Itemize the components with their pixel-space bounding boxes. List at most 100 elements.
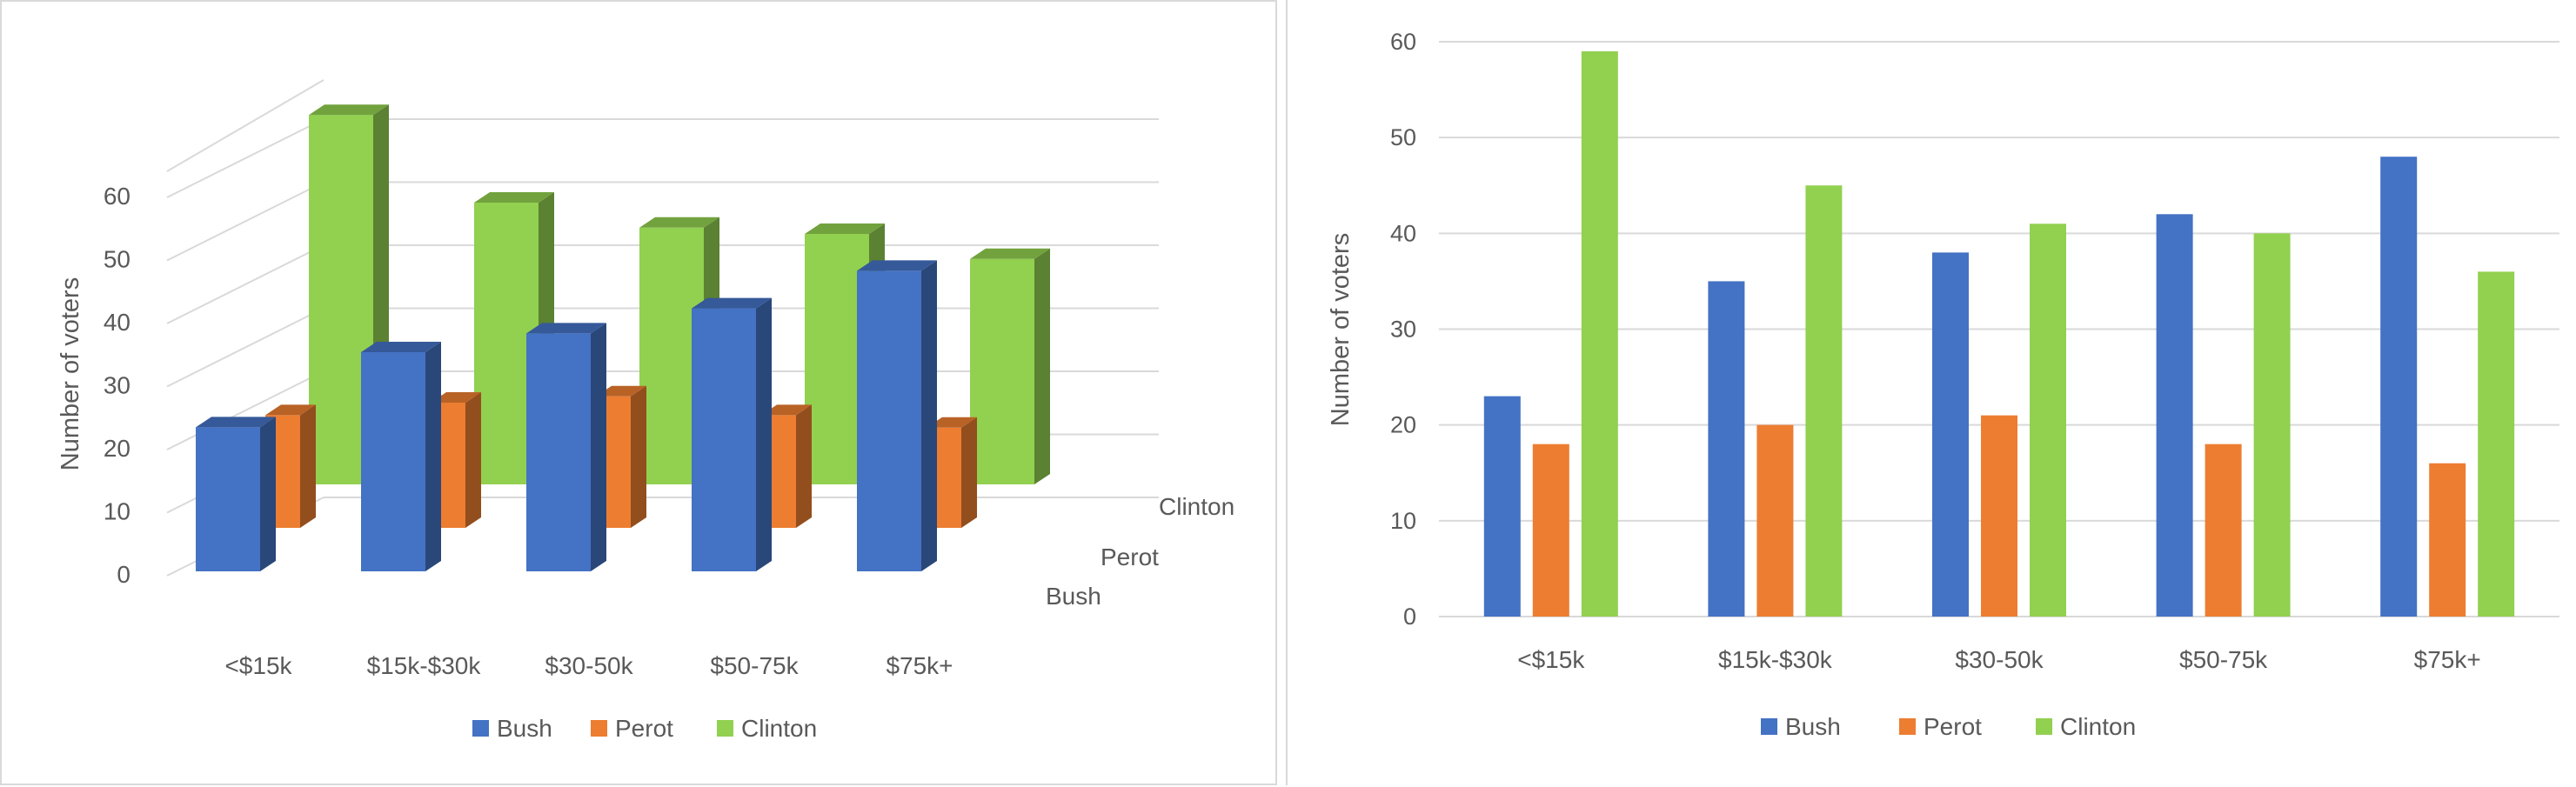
gridline-side [166,370,325,450]
y-tick-label: 30 [1390,317,1416,343]
bar-perot-50-75k [2205,444,2242,617]
depth-axis-label: Bush [1046,583,1101,610]
x-tick-label: <$15k [224,652,292,679]
legend-swatch-perot [1899,718,1916,735]
bar-bush-75k [2380,157,2418,617]
legend-label-perot: Perot [615,715,673,742]
chart-3d-panel: 0 10 20 30 40 50 60 Number of voters <$15k $15k-$… [0,0,1277,785]
y-tick-label: 0 [1403,604,1416,630]
legend-swatch-bush [1761,718,1777,735]
legend: Bush Perot Clinton [1761,713,2136,740]
bar-clinton-50-75k [2253,233,2291,617]
bar-top-face [639,217,719,228]
bar-clinton-15k [1581,51,1618,617]
bar-front-face [857,270,921,571]
bar-bush-50-75k [2156,214,2193,617]
x-tick-label: <$15k [1517,646,1585,673]
x-tick-label: $30-50k [1955,646,2044,673]
bar-clinton-15k-30k [1805,185,1843,617]
y-tick-label: 30 [104,372,130,399]
y-axis-title: Number of voters [57,277,84,470]
bar-top-face [431,392,481,403]
bar-side-face [260,417,276,571]
bar-clinton-30-50k [2030,223,2066,617]
bar-top-face [805,223,885,234]
legend-swatch-perot [591,720,607,737]
bar-side-face [465,392,481,528]
y-tick-label: 40 [104,309,130,336]
y-tick-label: 20 [104,435,130,462]
bar-clinton-75k [2478,271,2515,617]
bar-bush-15k-30k [361,342,441,571]
bar-perot-30-50k [1981,415,2017,617]
bar-side-face [961,417,977,528]
chart-3d-svg: 0 10 20 30 40 50 60 Number of voters <$15k $15k-$… [57,79,1234,742]
bar-top-face [970,248,1050,259]
bar-top-face [309,104,389,116]
legend: Bush Perot Clinton [472,715,817,742]
x-tick-label: $50-75k [710,652,799,679]
y-tick-label: 40 [1390,220,1416,246]
bar-top-face [596,385,646,397]
bar-top-face [692,297,772,309]
bar-side-face [921,260,937,571]
wall-edge-top [166,79,325,172]
bar-perot-75k [2429,463,2466,617]
legend-label-clinton: Clinton [2060,713,2136,740]
depth-axis-label: Perot [1101,544,1159,570]
y-tick-label: 10 [104,498,130,525]
x-tick-label: $75k+ [2414,646,2481,673]
gridline-side [166,307,325,388]
legend-swatch-clinton [717,720,733,737]
bar-side-face [300,404,316,528]
legend-label-bush: Bush [497,715,552,742]
bar-top-face [474,192,554,203]
bar-side-face [591,323,606,571]
chart-2d-svg: 0 10 20 30 40 50 60 Number of voters <$15k $15k-$… [1327,29,2559,740]
bar-top-face [526,323,606,334]
bar-bush-15k [1483,396,1521,617]
bar-top-face [927,417,977,428]
y-tick-label: 60 [104,183,130,210]
x-tick-label: $15k-$30k [367,652,482,679]
x-tick-label: $30-50k [545,652,633,679]
gridline-side [166,118,325,198]
bar-front-face [526,333,591,571]
chart-2d-panel: 0 10 20 30 40 50 60 Number of voters <$15k $15k-$… [1286,0,2576,785]
x-tick-label: $15k-$30k [1718,646,1833,673]
y-tick-label: 50 [1390,124,1416,150]
legend-label-bush: Bush [1785,713,1841,740]
bar-front-face [692,308,756,571]
bar-perot-15k-30k [1756,424,1794,617]
bar-top-face [196,417,276,428]
bar-side-face [796,404,812,528]
y-tick-label: 10 [1390,508,1416,534]
bar-clinton-75k [970,248,1050,484]
bar-top-face [265,404,316,416]
bar-top-face [857,260,937,271]
legend-label-perot: Perot [1924,713,1982,740]
y-tick-label: 20 [1390,412,1416,438]
legend-label-clinton: Clinton [741,715,817,742]
y-axis-title: Number of voters [1327,233,1355,426]
gridline-side [166,181,325,262]
bar-side-face [425,342,441,571]
legend-swatch-clinton [2036,718,2052,735]
x-tick-label: $75k+ [886,652,953,679]
y-tick-label: 0 [117,561,130,588]
x-tick-label: $50-75k [2179,646,2268,673]
bar-top-face [361,342,441,352]
legend-swatch-bush [472,720,489,737]
bar-perot-15k [1532,444,1569,617]
bar-side-face [631,385,646,528]
bar-side-face [756,297,772,571]
bar-bush-30-50k [1932,252,1969,617]
bar-bush-50-75k [692,297,772,571]
bar-front-face [361,352,425,571]
bar-side-face [1034,248,1050,484]
y-tick-label: 60 [1390,29,1416,55]
bar-bush-30-50k [526,323,606,571]
bar-bush-15k [196,417,276,571]
y-tick-label: 50 [104,246,130,273]
